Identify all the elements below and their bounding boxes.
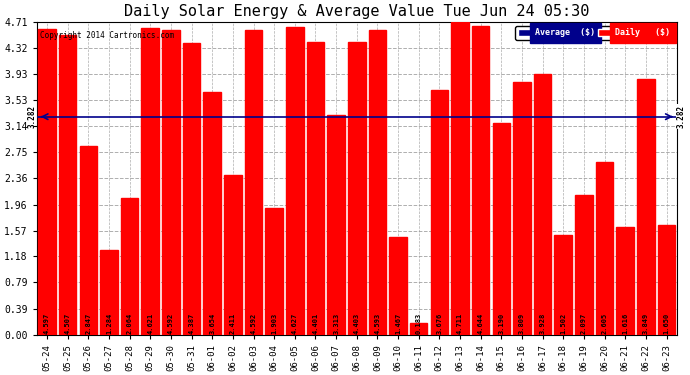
- Text: 3.809: 3.809: [519, 312, 525, 334]
- Text: 4.507: 4.507: [65, 312, 70, 334]
- Bar: [183, 43, 200, 335]
- Text: 3.654: 3.654: [209, 312, 215, 334]
- Bar: [513, 82, 531, 335]
- Bar: [410, 323, 428, 335]
- Bar: [100, 249, 118, 335]
- Text: 3.928: 3.928: [540, 312, 546, 334]
- Bar: [59, 35, 77, 335]
- Bar: [162, 30, 179, 335]
- Text: 3.282: 3.282: [28, 105, 37, 128]
- Title: Daily Solar Energy & Average Value Tue Jun 24 05:30: Daily Solar Energy & Average Value Tue J…: [124, 4, 589, 19]
- Text: 4.597: 4.597: [44, 312, 50, 334]
- Text: 4.644: 4.644: [477, 312, 484, 334]
- Text: 2.064: 2.064: [127, 312, 132, 334]
- Bar: [595, 162, 613, 335]
- Bar: [286, 27, 304, 335]
- Text: 2.605: 2.605: [602, 312, 608, 334]
- Bar: [306, 42, 324, 335]
- Bar: [141, 28, 159, 335]
- Text: 4.592: 4.592: [250, 312, 257, 334]
- Bar: [431, 90, 448, 335]
- Bar: [224, 175, 241, 335]
- Text: 2.847: 2.847: [86, 312, 91, 334]
- Text: 0.183: 0.183: [415, 312, 422, 334]
- Bar: [38, 29, 56, 335]
- Text: 1.467: 1.467: [395, 312, 401, 334]
- Text: 4.593: 4.593: [375, 312, 380, 334]
- Text: 4.711: 4.711: [457, 312, 463, 334]
- Text: 1.616: 1.616: [622, 312, 628, 334]
- Bar: [493, 123, 510, 335]
- Bar: [637, 79, 655, 335]
- Bar: [266, 209, 283, 335]
- Text: 2.097: 2.097: [581, 312, 587, 334]
- Text: 4.403: 4.403: [354, 312, 359, 334]
- Text: 3.190: 3.190: [498, 312, 504, 334]
- Text: 4.401: 4.401: [313, 312, 319, 334]
- Text: 1.284: 1.284: [106, 312, 112, 334]
- Text: 1.903: 1.903: [271, 312, 277, 334]
- Text: 3.676: 3.676: [436, 312, 442, 334]
- Legend: Average  ($), Daily   ($): Average ($), Daily ($): [515, 26, 673, 40]
- Text: 4.621: 4.621: [147, 312, 153, 334]
- Text: 3.282: 3.282: [677, 105, 686, 128]
- Bar: [79, 146, 97, 335]
- Text: 1.502: 1.502: [560, 312, 566, 334]
- Bar: [575, 195, 593, 335]
- Text: 4.592: 4.592: [168, 312, 174, 334]
- Bar: [534, 74, 551, 335]
- Bar: [327, 115, 345, 335]
- Text: 3.849: 3.849: [643, 312, 649, 334]
- Bar: [368, 30, 386, 335]
- Bar: [451, 22, 469, 335]
- Bar: [245, 30, 262, 335]
- Bar: [555, 235, 572, 335]
- Text: 3.313: 3.313: [333, 312, 339, 334]
- Text: 4.627: 4.627: [292, 312, 298, 334]
- Text: 1.650: 1.650: [664, 312, 669, 334]
- Bar: [389, 237, 407, 335]
- Bar: [204, 92, 221, 335]
- Bar: [121, 198, 139, 335]
- Bar: [658, 225, 676, 335]
- Text: 2.411: 2.411: [230, 312, 236, 334]
- Text: 4.387: 4.387: [188, 312, 195, 334]
- Bar: [348, 42, 366, 335]
- Text: Copyright 2014 Cartronics.com: Copyright 2014 Cartronics.com: [40, 31, 174, 40]
- Bar: [472, 26, 489, 335]
- Bar: [616, 228, 634, 335]
